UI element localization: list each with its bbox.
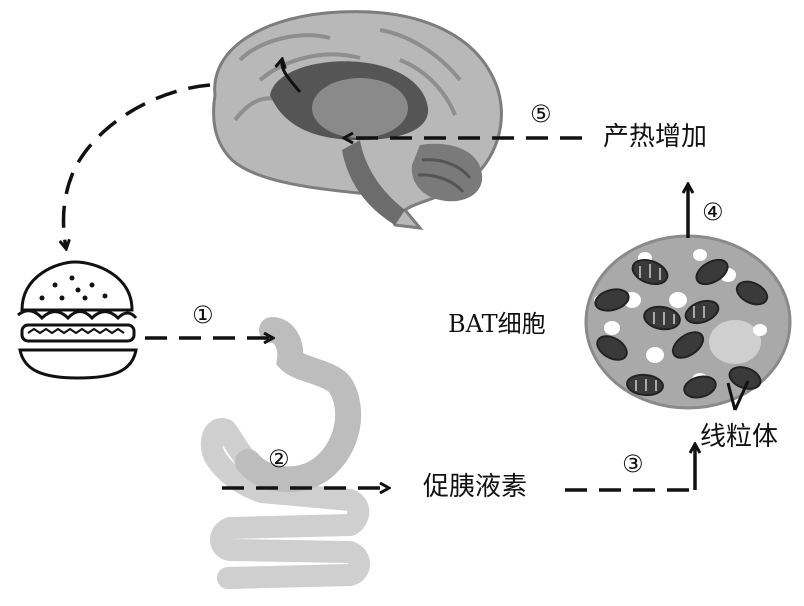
label-mitochondria: 线粒体: [700, 422, 779, 452]
step-4-label: ④: [702, 198, 724, 226]
pathway-arrows: [64, 83, 695, 490]
brain-illustration: [212, 10, 503, 230]
burger-illustration: [17, 260, 138, 380]
label-heat-increase: 产热增加: [603, 122, 708, 152]
label-bat-cell: BAT细胞: [448, 310, 546, 338]
digestive-tract-illustration: [200, 317, 370, 589]
bat-cell-illustration: [584, 234, 792, 411]
step-1-label: ①: [192, 301, 214, 329]
label-secretin: 促胰液素: [423, 472, 528, 502]
step-2-label: ②: [268, 445, 290, 473]
step-5-label: ⑤: [530, 100, 552, 128]
arrow-brain-to-food: [64, 83, 211, 248]
step-3-label: ③: [622, 450, 644, 478]
